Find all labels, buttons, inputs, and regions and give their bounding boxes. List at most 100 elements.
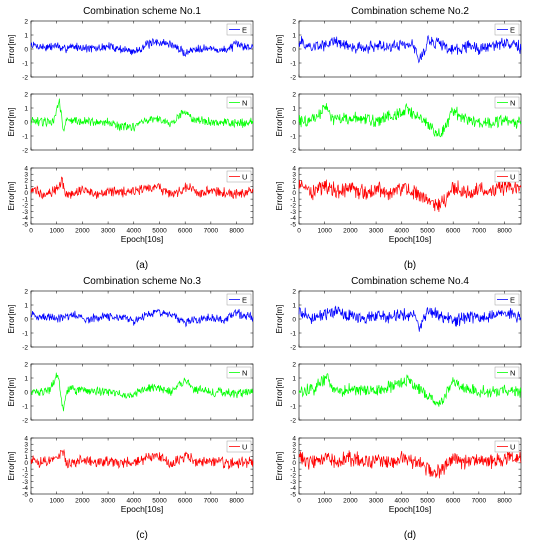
legend-label: N: [242, 369, 247, 378]
y-tick-label: 0: [292, 389, 296, 396]
y-tick-label: -4: [290, 485, 296, 492]
y-tick-label: -2: [22, 473, 28, 480]
x-tick-label: 6000: [178, 498, 193, 505]
y-tick-label: -1: [290, 196, 296, 203]
series-line-E: [30, 37, 254, 58]
y-tick-label: 0: [292, 119, 296, 126]
y-tick-label: -1: [22, 466, 28, 473]
legend-U: U: [226, 170, 252, 183]
y-tick-label: 4: [24, 165, 28, 172]
x-tick-label: 0: [29, 228, 33, 235]
y-tick-label: 1: [292, 302, 296, 309]
y-tick-label: -5: [22, 491, 28, 498]
y-tick-label: -2: [22, 344, 28, 351]
y-tick-label: 1: [24, 32, 28, 39]
y-tick-label: 0: [24, 316, 28, 323]
legend-E: E: [494, 293, 520, 306]
chart-title: Combination scheme No.4: [351, 276, 469, 287]
x-tick-label: 0: [297, 228, 301, 235]
plot-frame: [298, 437, 522, 495]
y-tick-label: -2: [290, 74, 296, 81]
subplot-N: -2 -1 0 1 2 Error[m] N: [7, 91, 254, 154]
y-tick-label: 2: [24, 91, 28, 98]
chart-panel-1: Combination scheme No.1-2-1012Error[m]E-…: [7, 6, 254, 271]
y-tick-label: 0: [292, 460, 296, 467]
legend-E: E: [226, 23, 252, 36]
panel-caption: (a): [136, 260, 148, 271]
series-line-U: [30, 448, 254, 470]
legend-U: U: [226, 440, 252, 453]
panel-caption: (c): [136, 530, 148, 541]
x-tick-label: 7000: [204, 498, 219, 505]
y-tick-label: 1: [292, 184, 296, 191]
x-tick-label: 1000: [317, 228, 332, 235]
plot-frame: [30, 167, 254, 225]
legend-label: E: [242, 296, 247, 305]
x-tick-label: 3000: [101, 228, 116, 235]
x-axis-label: Epoch[10s]: [121, 234, 164, 244]
x-tick-label: 2000: [343, 228, 358, 235]
plot-frame: [30, 437, 254, 495]
subplot-N: -2 -1 0 1 2 Error[m] N: [275, 361, 522, 424]
y-tick-label: 2: [24, 288, 28, 295]
x-tick-label: 6000: [446, 498, 461, 505]
y-tick-label: 0: [24, 190, 28, 197]
x-tick-label: 4000: [127, 228, 142, 235]
y-tick-label: -5: [22, 221, 28, 228]
legend-label: E: [242, 26, 247, 35]
series-line-U: [30, 176, 254, 200]
y-tick-label: 2: [292, 361, 296, 368]
x-tick-label: 5000: [420, 228, 435, 235]
x-tick-label: 3000: [101, 498, 116, 505]
subplot-E: -2 -1 0 1 2 Error[m] E: [275, 18, 522, 81]
y-axis-label: Error[m]: [7, 35, 16, 64]
x-tick-label: 8000: [497, 498, 512, 505]
series-line-N: [30, 98, 254, 132]
y-tick-label: 2: [24, 178, 28, 185]
y-tick-label: 1: [292, 32, 296, 39]
y-tick-label: -1: [290, 466, 296, 473]
series-line-N: [298, 373, 522, 407]
chart-panel-2: Combination scheme No.2-2-1012Error[m]E-…: [275, 6, 522, 271]
y-axis-label: Error[m]: [275, 452, 284, 481]
y-tick-label: 1: [24, 184, 28, 191]
y-tick-label: 3: [24, 442, 28, 449]
y-tick-label: 0: [24, 460, 28, 467]
y-tick-label: -1: [22, 133, 28, 140]
x-tick-label: 7000: [472, 498, 487, 505]
x-tick-label: 5000: [152, 498, 167, 505]
y-axis-label: Error[m]: [275, 378, 284, 407]
legend-label: U: [242, 443, 247, 452]
y-tick-label: -2: [290, 147, 296, 154]
panel-caption: (b): [404, 260, 416, 271]
series-line-U: [298, 449, 522, 479]
x-tick-label: 8000: [497, 228, 512, 235]
legend-N: N: [226, 366, 252, 379]
x-tick-label: 3000: [369, 498, 384, 505]
y-tick-label: 4: [292, 165, 296, 172]
y-tick-label: 3: [292, 442, 296, 449]
x-tick-label: 1000: [49, 498, 64, 505]
x-tick-label: 4000: [395, 498, 410, 505]
y-tick-label: -1: [22, 330, 28, 337]
x-tick-label: 0: [29, 498, 33, 505]
y-tick-label: 2: [24, 18, 28, 25]
legend-label: N: [510, 369, 515, 378]
x-tick-label: 0: [297, 498, 301, 505]
x-tick-label: 4000: [395, 228, 410, 235]
subplot-E: -2 -1 0 1 2 Error[m] E: [7, 18, 254, 81]
x-tick-label: 2000: [343, 498, 358, 505]
y-tick-label: 0: [292, 316, 296, 323]
y-tick-label: 1: [24, 105, 28, 112]
y-tick-label: 2: [292, 18, 296, 25]
chart-title: Combination scheme No.2: [351, 6, 469, 17]
chart-title: Combination scheme No.3: [83, 276, 201, 287]
y-tick-label: -1: [290, 60, 296, 67]
y-tick-label: 2: [24, 361, 28, 368]
y-tick-label: -1: [22, 60, 28, 67]
y-tick-label: -1: [22, 196, 28, 203]
legend-label: N: [242, 99, 247, 108]
y-tick-label: 0: [292, 190, 296, 197]
